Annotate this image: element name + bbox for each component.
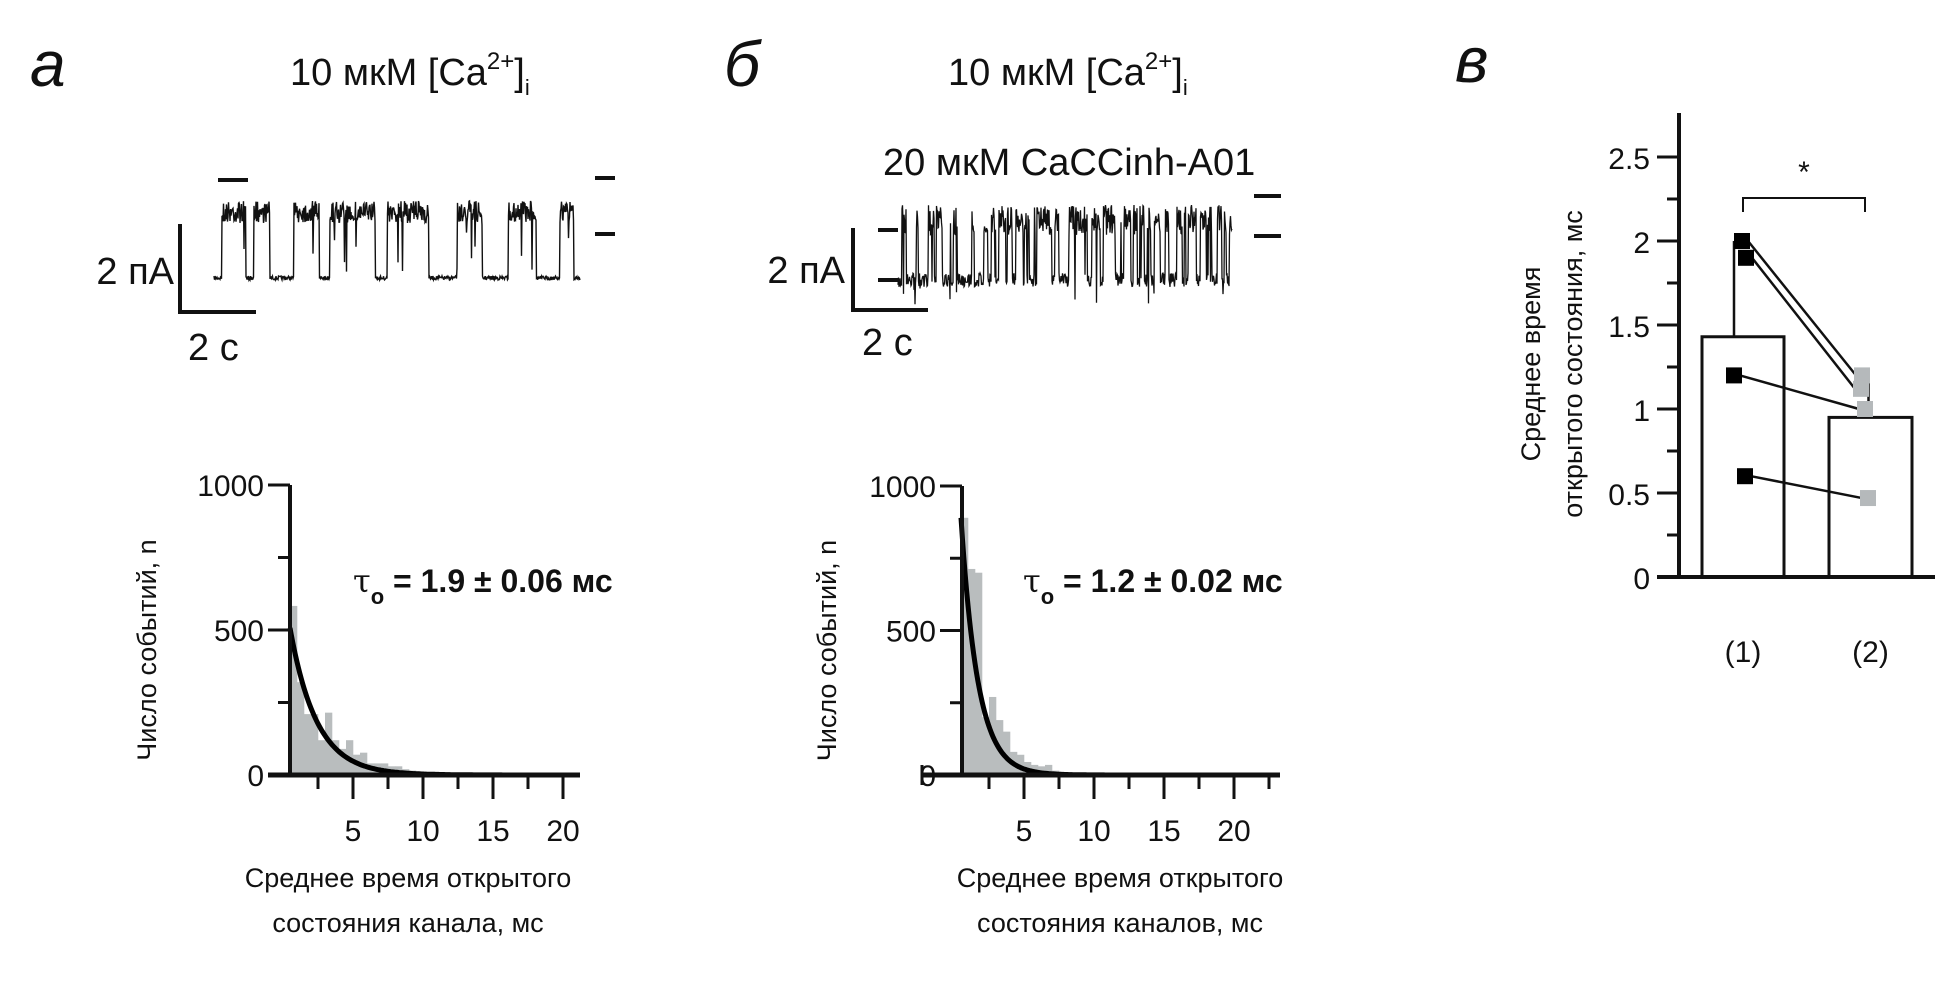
scale-time-b: 2 с <box>862 322 913 364</box>
histogram-bar <box>311 714 319 775</box>
y-tick-label: 2.5 <box>1608 143 1650 176</box>
paired-line <box>1750 474 1863 500</box>
x-tick-label: (2) <box>1852 636 1889 669</box>
panel-b-drug: 20 мкМ CaCCinh-A01 <box>883 142 1255 184</box>
y-tick-label: 0 <box>1633 563 1650 596</box>
y-tick-label: 1 <box>1633 395 1650 428</box>
x-tick-label: 5 <box>345 815 362 848</box>
histogram-b: 0 500 1000 5 10 15 20 Среднее время открытого со… <box>812 471 1283 938</box>
panel-label-b: б <box>724 28 762 100</box>
tau-annotation: τo = 1.9 ± 0.06 мс <box>353 562 613 609</box>
x-axis-label: Среднее время открытого <box>245 863 572 893</box>
point-condition-2 <box>1854 367 1870 384</box>
point-condition-2 <box>1853 380 1869 397</box>
scale-bar-b <box>851 228 928 312</box>
x-axis-label: Среднее время открытого <box>957 863 1284 893</box>
x-tick-label: 15 <box>1147 815 1180 848</box>
trace-line <box>213 199 581 283</box>
tau-symbol: τ <box>353 562 371 600</box>
paired-line <box>1739 374 1860 411</box>
histogram-bar <box>1045 764 1053 775</box>
point-condition-1 <box>1737 468 1753 485</box>
panel-a-title: 10 мкМ [Ca2+]i <box>290 48 530 100</box>
histogram-bar <box>297 682 305 775</box>
point-condition-1 <box>1726 367 1742 384</box>
y-axis-label: открытого состояния, мс <box>1558 210 1588 518</box>
y-axis-label: Число событий, n <box>132 539 162 760</box>
histogram-bar <box>290 605 298 775</box>
point-condition-1 <box>1738 249 1754 266</box>
tau-value: = 1.2 ± 0.02 мс <box>1054 563 1283 599</box>
y-tick-label: 0 <box>919 760 936 793</box>
y-axis-label: Среднее время <box>1516 267 1546 462</box>
y-tick-label: 2 <box>1633 227 1650 260</box>
histogram-bar <box>982 717 990 775</box>
tau-annotation: τo = 1.2 ± 0.02 мс <box>1023 562 1283 609</box>
y-axis-label: Число событий, n <box>812 540 842 761</box>
x-tick-label: 15 <box>476 815 509 848</box>
scale-current-b: 2 пА <box>767 250 845 292</box>
significance-star: * <box>1798 156 1810 189</box>
panel-label-a: а <box>30 28 66 100</box>
histogram-bar <box>968 568 976 775</box>
y-tick-label: 1000 <box>197 470 264 503</box>
y-tick-label: 0 <box>247 760 264 793</box>
x-tick-label: (1) <box>1725 636 1762 669</box>
y-tick-label: 1.5 <box>1608 311 1650 344</box>
tau-subscript: o <box>371 584 384 609</box>
trace-line <box>897 204 1233 305</box>
point-condition-2 <box>1860 490 1876 507</box>
y-tick-label: 1000 <box>869 471 936 504</box>
panel-b-title: 10 мкМ [Ca2+]i <box>948 48 1188 100</box>
paired-line <box>1747 240 1857 377</box>
bar <box>1700 335 1786 579</box>
histogram-bar <box>304 714 312 775</box>
point-condition-1 <box>1734 233 1750 249</box>
x-tick-label: 20 <box>1217 815 1250 848</box>
bar-chart-c: (1) (2) 0 0.5 1 1.5 2 2.5 * Среднее время открытог… <box>1516 113 1935 669</box>
point-condition-2 <box>1857 401 1873 417</box>
paired-line <box>1751 257 1856 390</box>
x-tick-label: 20 <box>546 815 579 848</box>
histogram-a: 0 500 1000 5 10 15 20 Среднее время открытого со… <box>132 470 613 938</box>
panel-label-c: в <box>1455 24 1488 96</box>
current-trace-b <box>878 194 1281 305</box>
y-tick-label: 0.5 <box>1608 479 1650 512</box>
scale-current-a: 2 пА <box>96 251 174 293</box>
significance-bracket <box>1742 197 1866 212</box>
tau-subscript: o <box>1041 584 1054 609</box>
y-tick-label: 500 <box>886 616 936 649</box>
scale-bar-a <box>178 224 256 314</box>
current-trace-a <box>213 176 615 283</box>
histogram-bar <box>339 748 347 775</box>
histogram-bar <box>332 740 340 775</box>
tau-symbol: τ <box>1023 562 1041 600</box>
x-tick-label: 5 <box>1016 815 1033 848</box>
y-tick-label: 500 <box>214 615 264 648</box>
histogram-bar <box>1003 731 1011 775</box>
x-tick-label: 10 <box>1077 815 1110 848</box>
histogram-bar <box>961 517 969 775</box>
histogram-bar <box>318 740 326 775</box>
x-axis-label: состояния канала, мс <box>272 908 543 938</box>
x-axis-label: состояния каналов, мс <box>977 908 1263 938</box>
tau-value: = 1.9 ± 0.06 мс <box>384 563 613 599</box>
scale-time-a: 2 с <box>188 327 239 369</box>
x-tick-label: 10 <box>406 815 439 848</box>
